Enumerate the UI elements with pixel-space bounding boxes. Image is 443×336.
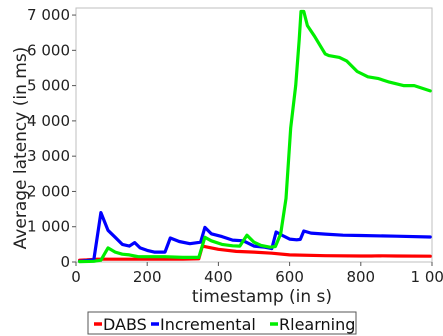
legend-box <box>87 311 357 335</box>
y-tick-label: 5 000 <box>27 77 70 95</box>
y-axis-label: Average latency (in ms) <box>11 47 31 250</box>
legend-label-rlearning: Rlearning <box>279 315 355 334</box>
y-tick-label: 3 000 <box>27 147 70 165</box>
x-tick-label: 800 <box>346 268 375 286</box>
legend: DABS Incremental Rlearning <box>87 311 357 335</box>
y-tick-label: 2 000 <box>27 182 70 200</box>
x-tick-label: 0 <box>71 268 81 286</box>
y-tick-label: 6 000 <box>27 41 70 59</box>
x-tick-label: 400 <box>204 268 233 286</box>
series-layer <box>78 9 432 264</box>
x-tick-label: 600 <box>275 268 304 286</box>
legend-label-dabs: DABS <box>103 315 147 334</box>
x-tick-label: 200 <box>133 268 162 286</box>
series-line-dabs <box>78 244 432 262</box>
plot-area <box>75 7 433 263</box>
plot-frame <box>75 7 433 263</box>
x-axis-label: timestamp (in s) <box>192 287 332 307</box>
y-tick-label: 4 000 <box>27 112 70 130</box>
legend-label-incremental: Incremental <box>160 315 256 334</box>
series-line-incremental <box>78 211 432 263</box>
y-tick-label: 7 000 <box>27 6 70 24</box>
axes-layer: 0 200 400 600 800 1 000 0 1 000 2 000 3 000 4 000 5… <box>27 6 443 286</box>
y-tick-label: 0 <box>60 253 70 271</box>
series-line-rlearning <box>78 9 432 264</box>
y-tick-label: 1 000 <box>27 218 70 236</box>
x-tick-label: 1 000 <box>411 268 443 286</box>
